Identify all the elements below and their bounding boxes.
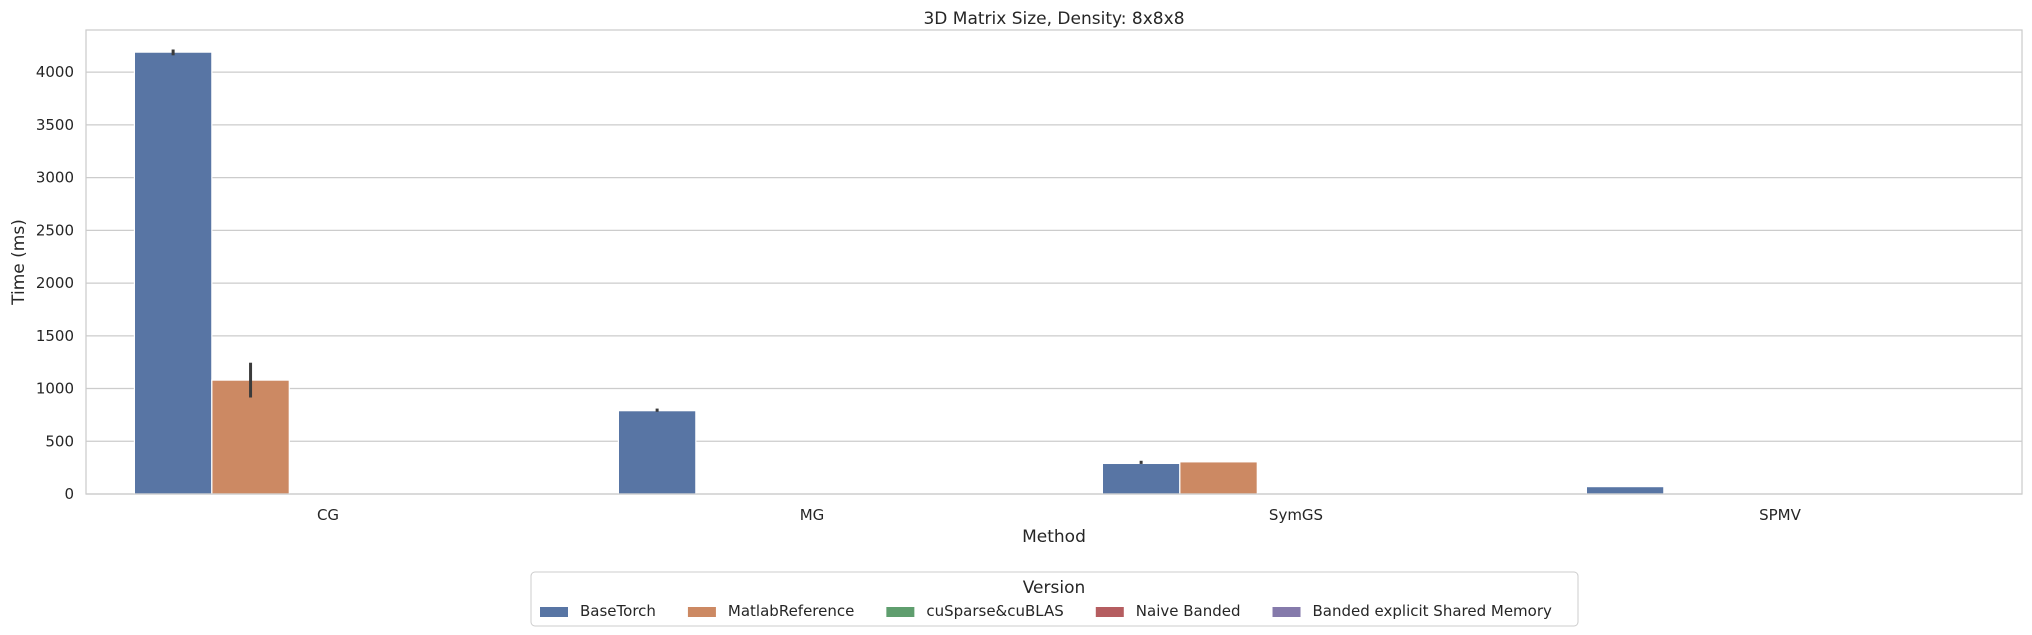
legend-swatch [687, 607, 716, 617]
bar [1585, 486, 1665, 495]
y-tick-label: 3000 [36, 169, 74, 187]
y-tick-label: 1000 [36, 380, 74, 398]
legend-swatch [1095, 607, 1124, 617]
y-tick-label: 500 [45, 432, 74, 450]
y-tick-label: 4000 [36, 63, 74, 81]
y-tick-label: 2000 [36, 274, 74, 292]
x-axis-title: Method [1022, 527, 1086, 547]
legend-title: Version [1023, 578, 1086, 598]
x-tick-label: SymGS [1269, 506, 1323, 524]
y-tick-label: 2500 [36, 221, 74, 239]
legend-label: MatlabReference [728, 602, 854, 620]
legend-label: cuSparse&cuBLAS [926, 602, 1063, 620]
legend: Version BaseTorch MatlabReference cuSparse… [530, 571, 1579, 627]
legend-box [530, 571, 1579, 627]
legend-swatch [886, 607, 915, 617]
legend-items: BaseTorch MatlabReference cuSparse&cuBLAS N… [540, 602, 1552, 620]
y-tick-label: 3500 [36, 116, 74, 134]
bar [133, 51, 213, 495]
bar [1101, 462, 1181, 495]
y-tick-label: 0 [64, 485, 74, 503]
x-tick-label: MG [800, 506, 825, 524]
y-tick-labels: 0 500 1000 1500 2000 2500 3000 3500 4000 [36, 63, 74, 503]
legend-swatch [540, 607, 568, 617]
legend-label: Banded explicit Shared Memory [1313, 602, 1552, 620]
legend-label: BaseTorch [580, 602, 656, 620]
plot-area [86, 30, 2022, 494]
bars [133, 51, 1665, 495]
error-bars [171, 49, 1143, 464]
plot-frame [85, 29, 2023, 495]
legend-label: Naive Banded [1136, 602, 1241, 620]
chart-title: 3D Matrix Size, Density: 8x8x8 [923, 9, 1184, 29]
x-tick-labels: CG MG SymGS SPMV [317, 506, 1802, 524]
x-tick-label: CG [317, 506, 339, 524]
y-tick-label: 1500 [36, 327, 74, 345]
legend-swatch [1272, 607, 1301, 617]
bar [211, 379, 290, 495]
grid [86, 71, 2022, 495]
x-tick-label: SPMV [1759, 506, 1802, 524]
bar [1179, 461, 1258, 495]
y-axis-title: Time (ms) [9, 219, 29, 306]
bar [617, 410, 697, 495]
